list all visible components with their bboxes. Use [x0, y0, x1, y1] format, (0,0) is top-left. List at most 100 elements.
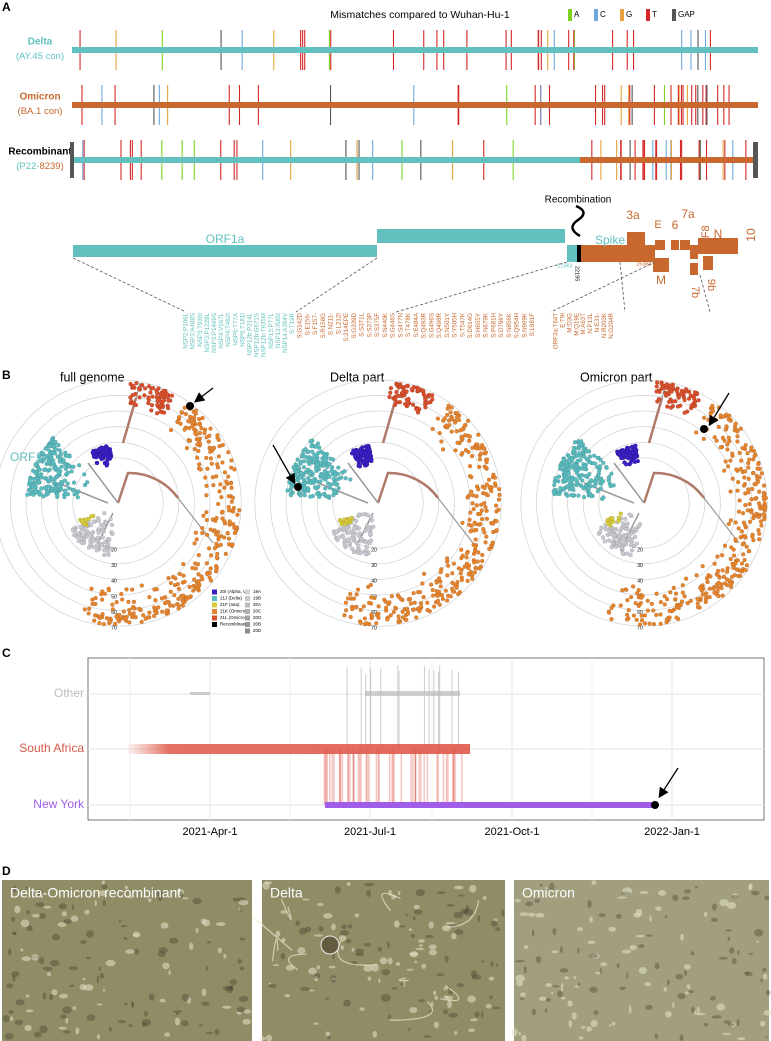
- tree-tip: [181, 562, 185, 566]
- genome-bar: [580, 157, 755, 163]
- tree-tip: [601, 535, 605, 539]
- micrograph-texture: [574, 976, 576, 980]
- tree-tip: [618, 535, 622, 539]
- tree-tip: [450, 406, 454, 410]
- tree-tip: [431, 427, 435, 431]
- tree-tip: [364, 551, 368, 555]
- tree-tip: [397, 618, 401, 622]
- tree-tip: [669, 406, 673, 410]
- micrograph-texture: [458, 894, 465, 896]
- tree-tip: [100, 543, 104, 547]
- tree-tip: [627, 534, 631, 538]
- tree-tip: [332, 490, 336, 494]
- tree-tip: [346, 596, 350, 600]
- micrograph-texture: [617, 963, 620, 968]
- tree-tip: [66, 482, 70, 486]
- tree-tip: [456, 441, 460, 445]
- micrograph-texture: [685, 991, 689, 994]
- micrograph-texture: [149, 993, 155, 1000]
- micrograph-texture: [687, 984, 691, 989]
- micrograph-texture: [711, 918, 718, 922]
- tree-tip: [728, 579, 732, 583]
- micrograph-texture: [446, 904, 454, 907]
- tree-tip: [587, 486, 591, 490]
- micrograph-texture: [394, 920, 400, 927]
- micrograph-texture: [309, 989, 314, 991]
- tree-tip: [567, 467, 571, 471]
- track-name: Recombinant: [8, 147, 72, 158]
- tree-tip: [483, 505, 487, 509]
- micrograph-texture: [343, 1000, 351, 1007]
- tree-tip: [717, 425, 721, 429]
- tree-tip: [630, 537, 634, 541]
- tree-tip: [93, 613, 97, 617]
- tree-tip: [48, 444, 52, 448]
- micrograph-texture: [80, 984, 87, 990]
- tree-tip: [697, 398, 701, 402]
- tree-tip: [160, 610, 164, 614]
- tree-tip: [738, 451, 742, 455]
- tree-tip: [198, 431, 202, 435]
- tree-tip: [127, 608, 131, 612]
- tree-tip: [226, 475, 230, 479]
- tree-tip: [38, 468, 42, 472]
- tree-tip: [439, 584, 443, 588]
- tree-tip: [152, 606, 156, 610]
- micrograph-texture: [97, 1034, 100, 1039]
- tree-tip: [639, 601, 643, 605]
- tree-tip: [746, 508, 750, 512]
- tree-tip: [436, 599, 440, 603]
- tree-tip: [698, 586, 702, 590]
- micrograph-texture: [317, 965, 321, 969]
- tree-tip: [494, 504, 498, 508]
- tree-tip: [738, 574, 742, 578]
- tree-tip: [743, 469, 747, 473]
- micrograph-texture: [519, 1032, 522, 1035]
- tree-tip: [711, 409, 715, 413]
- micrograph-texture: [313, 1022, 318, 1024]
- tree-tip: [592, 484, 596, 488]
- micrograph-texture: [766, 990, 771, 996]
- tree-tip: [444, 424, 448, 428]
- tree-tip: [752, 449, 756, 453]
- micrograph-texture: [621, 892, 631, 895]
- tree-tip: [683, 398, 687, 402]
- tree-tip: [205, 435, 209, 439]
- micrograph-texture: [392, 987, 398, 989]
- micrograph-texture: [69, 966, 78, 970]
- micrograph-texture: [243, 1009, 251, 1013]
- tree-tip: [98, 615, 102, 619]
- tree-tip: [82, 472, 86, 476]
- micrograph-texture: [727, 902, 736, 909]
- tree-tip: [92, 538, 96, 542]
- tree-tip: [204, 510, 208, 514]
- tree-tip: [592, 454, 596, 458]
- tree-tip: [211, 475, 215, 479]
- tree-tip: [302, 465, 306, 469]
- tree-tip: [651, 609, 655, 613]
- tree-tip: [673, 399, 677, 403]
- tree-tip: [605, 466, 609, 470]
- tree-tip: [205, 518, 209, 522]
- micrograph-texture: [691, 951, 694, 955]
- tree-tip: [582, 455, 586, 459]
- gene-box: [627, 232, 645, 246]
- micrograph-texture: [416, 889, 425, 896]
- tree-tip: [132, 611, 136, 615]
- mutation-label: S:T19R: [289, 312, 296, 334]
- tree-tip: [77, 463, 81, 467]
- mutation-label: NSP12b:P314L: [247, 312, 254, 355]
- tree-tip: [742, 484, 746, 488]
- tree-tip: [751, 471, 755, 475]
- micrograph-texture: [423, 1035, 431, 1038]
- tree-tip: [740, 569, 744, 573]
- tree-tip: [198, 423, 202, 427]
- micrograph-texture: [762, 968, 766, 972]
- micrograph-texture: [317, 903, 324, 906]
- connector: [396, 262, 567, 312]
- tree-tip: [161, 405, 165, 409]
- tree-tip: [450, 417, 454, 421]
- gene-spike-delta: [567, 245, 577, 262]
- tree-tip: [466, 419, 470, 423]
- tree-tip: [465, 562, 469, 566]
